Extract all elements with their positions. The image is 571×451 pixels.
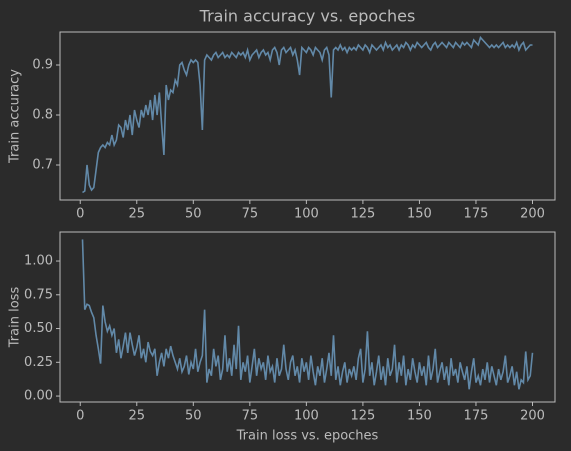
- axes-frame: [59, 231, 556, 403]
- y-tick-label: 1.00: [24, 254, 53, 269]
- data-line: [82, 35, 533, 194]
- x-tick-label: 0: [76, 409, 84, 424]
- x-tick-label: 100: [294, 207, 319, 222]
- x-tick-label: 0: [76, 207, 84, 222]
- x-tick-label: 75: [242, 409, 259, 424]
- x-tick-label: 25: [128, 409, 145, 424]
- y-tick-label: 0.75: [24, 287, 53, 302]
- x-tick-label: 25: [128, 207, 145, 222]
- y-tick-label: 0.7: [32, 158, 53, 173]
- y-tick-label: 0.8: [32, 108, 53, 123]
- x-tick-label: 125: [350, 207, 375, 222]
- x-tick-label: 50: [185, 409, 202, 424]
- y-axis-label: Train accuracy: [8, 69, 23, 164]
- x-tick-label: 200: [520, 207, 545, 222]
- x-tick-label: 125: [350, 409, 375, 424]
- axes-frame: [59, 31, 556, 201]
- x-tick-label: 150: [407, 409, 432, 424]
- x-tick-label: 175: [464, 207, 489, 222]
- y-tick-label: 0.25: [24, 355, 53, 370]
- y-tick-label: 0.9: [32, 58, 53, 73]
- data-line: [81, 239, 534, 390]
- x-tick-label: 100: [294, 409, 319, 424]
- y-axis-label: Train loss: [8, 287, 23, 349]
- x-tick-label: 150: [407, 207, 432, 222]
- y-tick-label: 0.50: [24, 321, 53, 336]
- x-tick-label: 75: [242, 207, 259, 222]
- x-tick-label: 50: [185, 207, 202, 222]
- y-tick-label: 0.00: [24, 389, 53, 404]
- x-tick-label: 200: [520, 409, 545, 424]
- x-tick-label: 175: [464, 409, 489, 424]
- x-axis-label: Train loss vs. epoches: [236, 429, 379, 444]
- chart-title: Train accuracy vs. epoches: [199, 7, 416, 26]
